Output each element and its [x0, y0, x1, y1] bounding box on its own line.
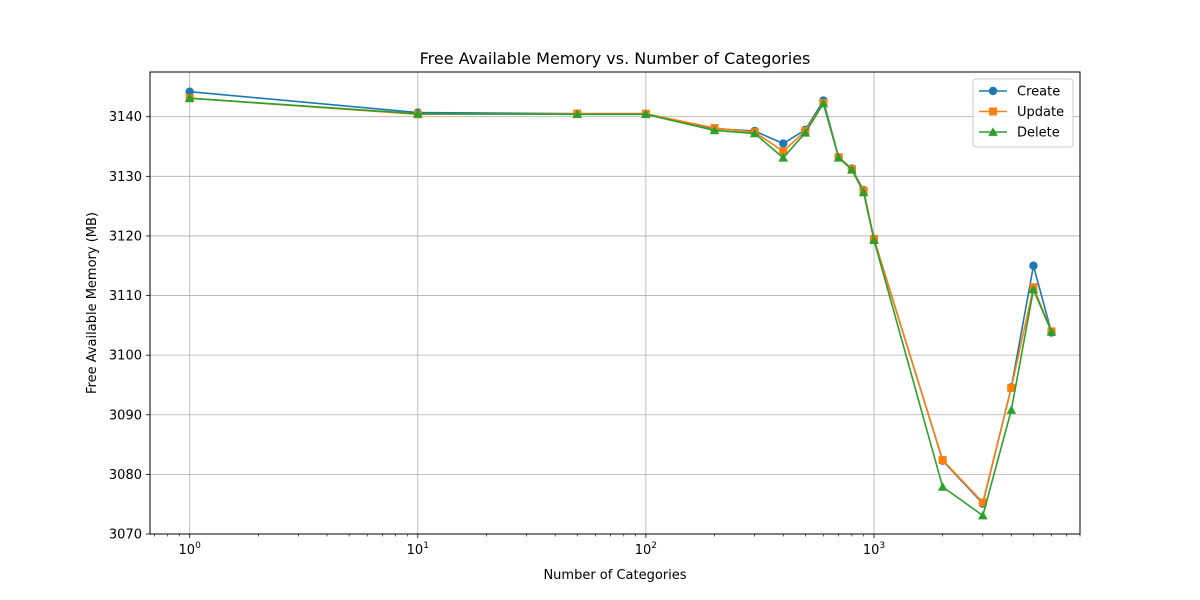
y-tick-label: 3130 — [109, 170, 142, 185]
plot-area-frame — [149, 71, 1081, 535]
data-point — [1028, 284, 1039, 294]
legend-box — [972, 78, 1074, 148]
data-point — [412, 108, 423, 118]
y-tick-label: 3070 — [109, 528, 142, 543]
y-tick-label: 3100 — [109, 349, 142, 364]
data-point — [1006, 405, 1017, 414]
data-point — [989, 107, 997, 116]
legend-label: Delete — [1017, 126, 1060, 141]
data-point — [978, 498, 987, 507]
y-tick-label: 3110 — [109, 289, 142, 304]
data-point — [818, 98, 829, 108]
data-point — [869, 235, 879, 244]
series-delete — [184, 93, 1057, 520]
y-axis-label: Free Available Memory (MB) — [85, 212, 100, 394]
data-point — [800, 128, 811, 137]
data-point — [988, 127, 998, 136]
y-tick-label: 3090 — [109, 408, 142, 423]
series-line-update — [189, 97, 1053, 504]
y-tick-label: 3080 — [109, 468, 142, 483]
series-line-delete — [189, 97, 1053, 517]
data-point — [858, 187, 869, 197]
data-point — [779, 147, 788, 156]
data-point — [847, 164, 857, 174]
data-point — [1007, 383, 1016, 392]
data-point — [641, 109, 651, 119]
y-tick-label: 3120 — [109, 229, 142, 244]
series-line-create — [189, 90, 1053, 505]
series-create — [185, 87, 1056, 508]
legend-item-create: Create — [979, 85, 1060, 100]
y-tick-label: 3140 — [109, 110, 142, 125]
x-axis-label: Number of Categories — [543, 568, 686, 583]
x-tick-label: 102 — [635, 541, 657, 558]
legend-item-update: Update — [979, 105, 1064, 120]
data-point — [572, 109, 583, 119]
data-point — [184, 93, 195, 103]
data-point — [833, 153, 844, 162]
legend-label: Update — [1017, 105, 1064, 120]
x-tick-label: 101 — [407, 541, 429, 558]
axis-ticks: 3070 3080 3090 3100 3110 3120 3130 3140 100 101 10… — [109, 110, 1081, 558]
legend: Create Update Delete — [972, 78, 1074, 148]
data-point — [749, 128, 760, 138]
data-point — [779, 139, 788, 148]
legend-item-delete: Delete — [979, 126, 1060, 141]
series-update — [185, 94, 1056, 507]
data-point — [778, 153, 789, 162]
data-point — [185, 87, 194, 96]
data-point — [709, 125, 720, 135]
data-point — [978, 510, 988, 520]
legend-label: Create — [1017, 85, 1060, 100]
x-tick-label: 100 — [179, 541, 202, 558]
series-layer — [184, 87, 1057, 520]
grid — [150, 72, 1080, 535]
data-point — [938, 456, 947, 465]
chart-title: Free Available Memory vs. Number of Cate… — [420, 49, 811, 68]
data-point — [937, 482, 948, 491]
data-point — [988, 86, 998, 96]
x-tick-label: 103 — [863, 541, 885, 558]
data-point — [1029, 261, 1038, 270]
data-point — [1046, 327, 1057, 336]
